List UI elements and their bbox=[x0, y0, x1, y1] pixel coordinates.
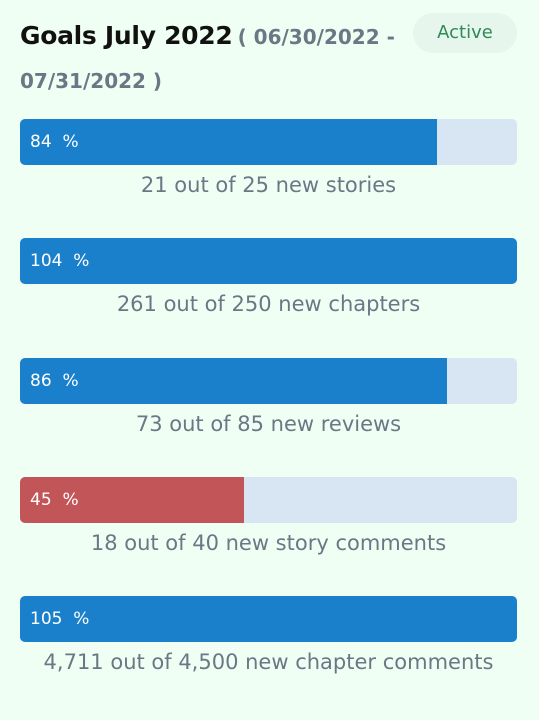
progress-bar-story-comments: 45 % bbox=[20, 477, 517, 523]
progress-bar-reviews: 86 % bbox=[20, 358, 517, 404]
progress-percent-chapters: 104 % bbox=[30, 251, 90, 271]
progress-bar-chapter-comments: 105 % bbox=[20, 596, 517, 642]
goal-caption-chapter-comments: 4,711 out of 4,500 new chapter comments bbox=[43, 650, 494, 674]
goals-date-range: ( 06/30/2022 - 07/31/2022 ) bbox=[20, 25, 395, 93]
goal-item-reviews: 86 % 73 out of 85 new reviews bbox=[20, 358, 517, 439]
goals-title: Goals July 2022 bbox=[20, 21, 233, 50]
goal-caption-story-comments: 18 out of 40 new story comments bbox=[90, 531, 447, 555]
goal-item-chapters: 104 % 261 out of 250 new chapters bbox=[20, 238, 517, 319]
progress-fill-chapter-comments bbox=[20, 596, 517, 642]
goal-caption-chapters: 261 out of 250 new chapters bbox=[116, 292, 421, 316]
goal-item-story-comments: 45 % 18 out of 40 new story comments bbox=[20, 477, 517, 558]
progress-fill-story-comments bbox=[20, 477, 244, 523]
progress-bar-chapters: 104 % bbox=[20, 238, 517, 284]
goal-caption-reviews: 73 out of 85 new reviews bbox=[135, 412, 402, 436]
goal-caption-stories: 21 out of 25 new stories bbox=[140, 173, 397, 197]
goal-item-chapter-comments: 105 % 4,711 out of 4,500 new chapter com… bbox=[20, 596, 517, 677]
progress-percent-stories: 84 % bbox=[30, 132, 79, 152]
progress-bar-stories: 84 % bbox=[20, 119, 517, 165]
progress-percent-chapter-comments: 105 % bbox=[30, 609, 90, 629]
progress-percent-story-comments: 45 % bbox=[30, 490, 79, 510]
page-edge bbox=[539, 0, 557, 720]
progress-fill-reviews bbox=[20, 358, 448, 404]
status-badge: Active bbox=[413, 13, 517, 53]
goal-item-stories: 84 % 21 out of 25 new stories bbox=[20, 119, 517, 200]
progress-fill-stories bbox=[20, 119, 438, 165]
goals-panel: Goals July 2022 ( 06/30/2022 - 07/31/202… bbox=[0, 0, 539, 720]
progress-fill-chapters bbox=[20, 238, 517, 284]
goals-header: Goals July 2022 ( 06/30/2022 - 07/31/202… bbox=[20, 14, 520, 103]
progress-percent-reviews: 86 % bbox=[30, 371, 79, 391]
